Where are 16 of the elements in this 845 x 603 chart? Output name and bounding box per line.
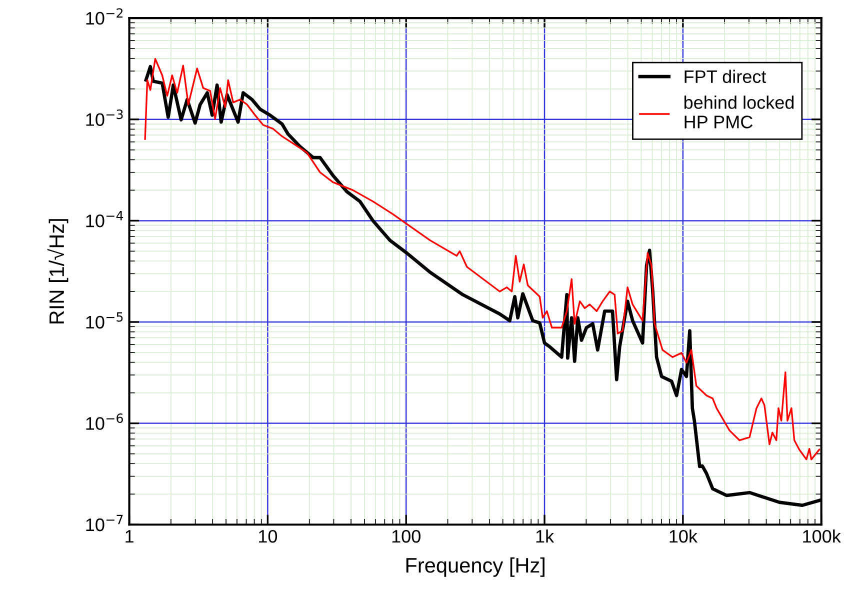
y-tick-label: 10$^{−3}$ <box>86 110 123 126</box>
x-tick-label: 1 <box>126 530 134 543</box>
y-axis-title: RIN [1/√Hz] <box>47 219 68 324</box>
legend-label: FPT direct <box>684 70 766 84</box>
y-tick-label: 10$^{−6}$ <box>86 413 123 430</box>
x-tick-label: 1k <box>536 529 554 543</box>
x-tick-label: 100k <box>803 529 841 543</box>
y-tick-label: 10$^{−7}$ <box>86 514 123 532</box>
x-axis-title: Frequency [Hz] <box>406 557 544 577</box>
y-tick-label: 10$^{−2}$ <box>86 8 123 25</box>
x-tick-label: 10k <box>670 529 698 543</box>
legend-label: behind locked HP PMC <box>684 96 794 128</box>
x-tick-label: 10 <box>259 530 278 543</box>
y-tick-label: 10$^{−5}$ <box>86 312 123 329</box>
x-tick-label: 100 <box>392 530 420 543</box>
y-tick-label: 10$^{−4}$ <box>86 210 124 228</box>
